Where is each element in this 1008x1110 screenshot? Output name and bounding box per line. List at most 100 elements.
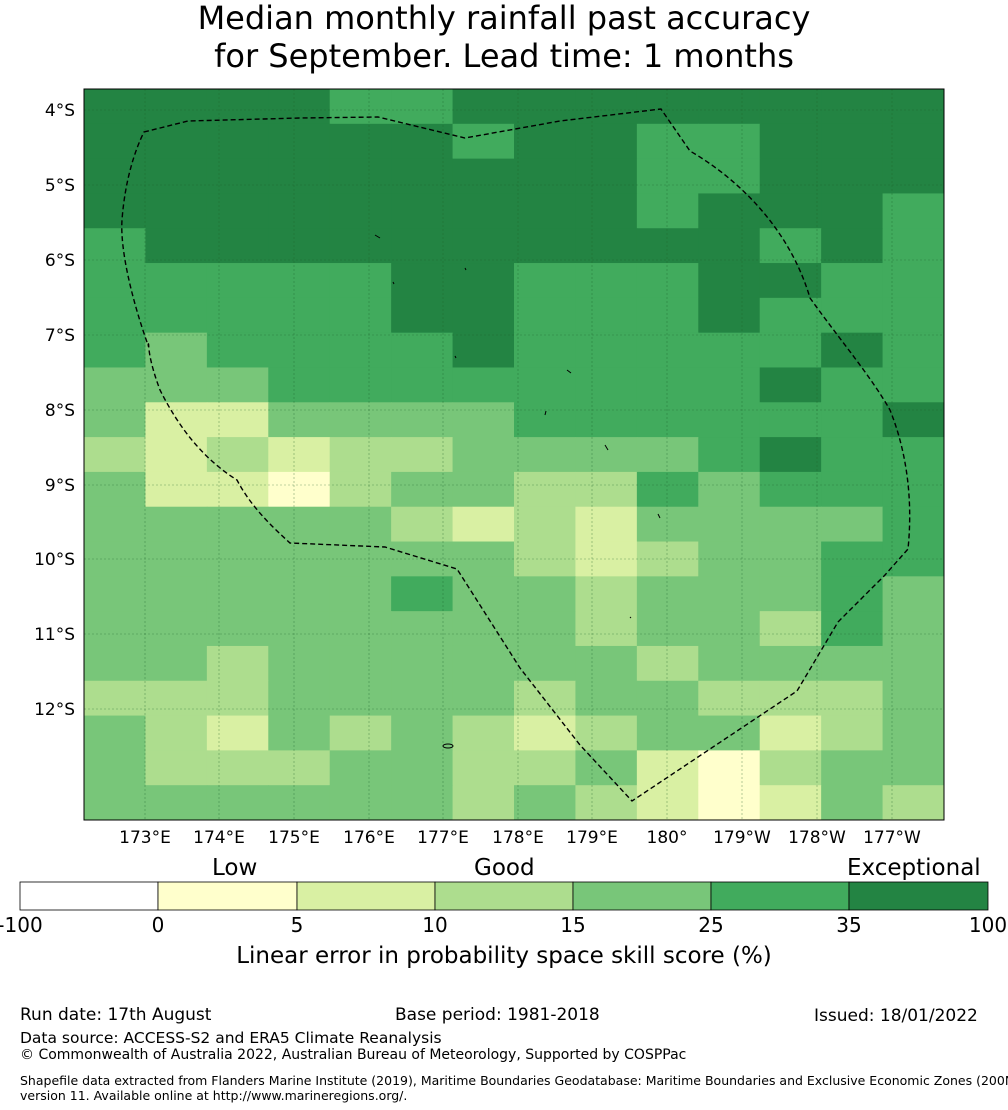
grid-cell — [206, 645, 269, 682]
latitude-label: 12°S — [34, 700, 75, 720]
grid-cell — [698, 193, 761, 229]
grid-cell — [759, 541, 822, 577]
grid-cell — [268, 715, 331, 751]
longitude-label: 179°W — [713, 828, 771, 848]
grid-cell — [329, 158, 392, 194]
grid-cell — [882, 332, 945, 368]
grid-cell — [452, 402, 515, 438]
grid-cell — [329, 367, 392, 403]
grid-cell — [759, 471, 822, 508]
grid-cell — [698, 645, 761, 682]
latitude-label: 4°S — [45, 101, 75, 121]
grid-cell — [514, 611, 576, 647]
island — [464, 267, 467, 271]
grid-cell — [452, 506, 515, 543]
grid-cell — [268, 402, 331, 438]
grid-cell — [206, 437, 269, 473]
grid-cell — [514, 471, 576, 508]
grid-cell — [636, 297, 699, 334]
grid-cell — [759, 193, 822, 229]
grid-cell — [514, 367, 576, 403]
grid-cell — [636, 680, 699, 717]
grid-cell — [759, 750, 822, 786]
grid-cell — [821, 576, 884, 612]
grid-cell — [759, 228, 822, 264]
grid-cell — [821, 715, 884, 751]
grid-cell — [329, 437, 392, 473]
grid-cell — [206, 506, 269, 543]
grid-cell — [329, 263, 392, 299]
grid-cell — [821, 332, 884, 368]
grid-cell — [514, 123, 576, 160]
grid-cell — [882, 437, 945, 473]
grid-cell — [698, 750, 761, 786]
grid-cell — [206, 228, 269, 264]
grid-cell — [329, 506, 392, 543]
grid-cell — [268, 785, 331, 821]
grid-cell — [452, 297, 515, 334]
grid-cell — [636, 89, 699, 125]
grid-cell — [514, 297, 576, 334]
grid-cell — [882, 611, 945, 647]
grid-cell — [268, 193, 331, 229]
grid-cell — [206, 402, 269, 438]
grid-cell — [575, 715, 638, 751]
grid-cell — [759, 785, 822, 821]
grid-cell — [636, 471, 699, 508]
grid-cell — [514, 402, 576, 438]
grid-cell — [759, 611, 822, 647]
grid-cell — [759, 576, 822, 612]
grid-cell — [268, 123, 331, 160]
grid-cell — [636, 332, 699, 368]
grid-cell — [882, 680, 945, 717]
grid-cell — [145, 576, 208, 612]
grid-cell — [145, 750, 208, 786]
longitude-label: 178°E — [492, 828, 544, 848]
grid-cell — [206, 297, 269, 334]
grid-cell — [514, 228, 576, 264]
grid-cell — [391, 506, 454, 543]
colorbar-tick: 25 — [698, 913, 724, 937]
grid-cell — [882, 715, 945, 751]
grid-cell — [575, 785, 638, 821]
grid-cell — [636, 228, 699, 264]
grid-cell — [821, 680, 884, 717]
grid-cell — [84, 471, 146, 508]
grid-cell — [268, 228, 331, 264]
grid-cell — [268, 332, 331, 368]
grid-cell — [145, 506, 208, 543]
grid-cell — [206, 193, 269, 229]
grid-cell — [391, 402, 454, 438]
grid-cell — [698, 611, 761, 647]
shapefile-credit-line1: Shapefile data extracted from Flanders M… — [20, 1073, 1008, 1088]
grid-cell — [514, 193, 576, 229]
grid-cell — [698, 471, 761, 508]
grid-cell — [759, 123, 822, 160]
grid-cell — [882, 123, 945, 160]
grid-cell — [575, 750, 638, 786]
grid-cell — [206, 263, 269, 299]
grid-cell — [391, 193, 454, 229]
latitude-label: 10°S — [34, 550, 75, 570]
grid-cell — [391, 611, 454, 647]
colorbar-segment — [710, 881, 850, 911]
grid-cell — [84, 541, 146, 577]
grid-cell — [84, 332, 146, 368]
grid-cell — [759, 158, 822, 194]
grid-cell — [636, 645, 699, 682]
copyright: © Commonwealth of Australia 2022, Austra… — [20, 1047, 687, 1063]
grid-cell — [206, 576, 269, 612]
grid-cell — [698, 367, 761, 403]
grid-cell — [268, 576, 331, 612]
grid-cell — [84, 611, 146, 647]
grid-cell — [452, 576, 515, 612]
grid-cell — [206, 785, 269, 821]
grid-cell — [636, 750, 699, 786]
island — [392, 281, 395, 285]
grid-cell — [329, 750, 392, 786]
grid-cell — [145, 645, 208, 682]
grid-cell — [882, 263, 945, 299]
grid-cell — [575, 576, 638, 612]
grid-cell — [514, 332, 576, 368]
grid-cell — [206, 680, 269, 717]
